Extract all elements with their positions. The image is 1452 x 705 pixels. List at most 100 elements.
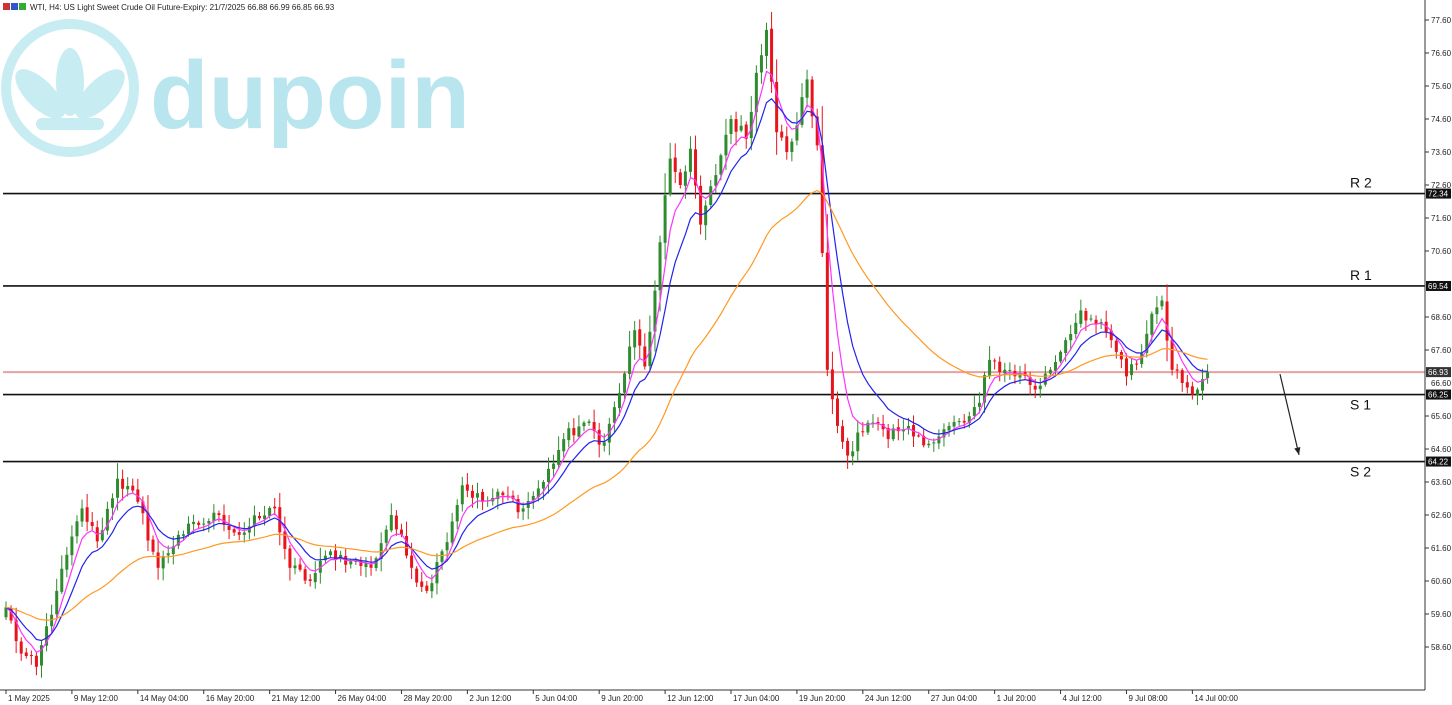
price-tick-label: 58.60 xyxy=(1431,643,1452,652)
candle-body xyxy=(1160,300,1164,307)
candle xyxy=(699,175,703,235)
level-label-r2: R 2 xyxy=(1350,175,1372,191)
symbol-icon xyxy=(3,3,10,10)
candle xyxy=(587,419,591,426)
candle-body xyxy=(770,28,774,82)
candle-body xyxy=(460,485,464,505)
current-price-tag: 66.93 xyxy=(1428,368,1449,377)
price-tick-label: 61.60 xyxy=(1431,544,1452,553)
candle xyxy=(592,409,596,439)
candle-body xyxy=(977,402,981,407)
candle xyxy=(643,333,647,370)
candle-body xyxy=(886,428,890,440)
candle-body xyxy=(50,614,54,627)
candle xyxy=(323,550,327,565)
candle-body xyxy=(1175,369,1179,371)
candle xyxy=(1059,350,1063,364)
candle-body xyxy=(1109,330,1113,341)
candle-body xyxy=(481,491,485,502)
candle-body xyxy=(1008,369,1012,371)
price-tick-label: 65.60 xyxy=(1431,412,1452,421)
candle xyxy=(704,200,708,241)
candle-body xyxy=(851,451,855,457)
candle xyxy=(34,651,38,676)
candle xyxy=(952,415,956,435)
candle-body xyxy=(197,522,201,525)
candle xyxy=(1069,324,1073,351)
candle-body xyxy=(394,515,398,530)
price-tick-label: 59.60 xyxy=(1431,610,1452,619)
candle-body xyxy=(268,507,272,516)
candle xyxy=(1079,299,1083,328)
candle-body xyxy=(232,529,236,533)
candle-body xyxy=(39,645,43,666)
moving-average-line-1 xyxy=(5,70,1208,654)
candle-body xyxy=(628,346,632,374)
candle-body xyxy=(714,175,718,186)
candle-body xyxy=(825,252,829,370)
candle-body xyxy=(922,435,926,446)
candle xyxy=(780,124,784,141)
candle xyxy=(633,320,637,360)
current-price-tag-bg xyxy=(1426,367,1451,378)
candle-body xyxy=(313,573,317,583)
moving-averages xyxy=(5,70,1208,654)
candle xyxy=(810,76,814,129)
candle-body xyxy=(263,515,267,520)
candle-body xyxy=(298,564,302,570)
candle xyxy=(536,480,540,502)
candle-body xyxy=(1195,389,1199,396)
candle xyxy=(841,419,845,449)
candle-body xyxy=(988,359,992,377)
candle-body xyxy=(846,440,850,456)
candle xyxy=(1109,324,1113,348)
candle xyxy=(70,525,74,566)
candle-body xyxy=(176,534,180,546)
level-price-tag-r2-bg xyxy=(1426,188,1451,199)
candle xyxy=(460,476,464,512)
price-axis[interactable]: 77.60 76.60 75.60 74.60 73.60 72.60 71.60 70.60… xyxy=(1425,16,1452,652)
candle xyxy=(1038,377,1042,398)
candle-body xyxy=(800,97,804,125)
candle-body xyxy=(105,508,109,531)
candle-body xyxy=(430,583,434,592)
candle xyxy=(917,433,921,438)
candle-body xyxy=(318,561,322,573)
candle xyxy=(237,522,241,541)
price-tick-label: 68.60 xyxy=(1431,313,1452,322)
candle xyxy=(785,126,789,160)
candle-body xyxy=(496,491,500,500)
candle-body xyxy=(34,655,38,667)
time-axis[interactable]: 1 May 2025 9 May 12:00 14 May 04:00 16 May … xyxy=(5,690,1239,703)
lotus-logo-icon xyxy=(1,19,139,157)
candle-body xyxy=(1145,333,1149,353)
price-tags: 72.34 69.54 66.25 64.22 66.93 66.60 xyxy=(1426,188,1452,467)
candle-body xyxy=(724,134,728,156)
candle xyxy=(552,454,556,477)
candle xyxy=(151,535,155,555)
candle xyxy=(678,168,682,189)
candle xyxy=(476,482,480,509)
candle xyxy=(80,499,84,527)
level-price-tag-s2-bg xyxy=(1426,456,1451,467)
time-tick-label: 1 May 2025 xyxy=(8,694,50,703)
candle-body xyxy=(60,568,64,592)
candle xyxy=(983,371,987,413)
candle-body xyxy=(1155,307,1159,315)
price-tick-label: 60.60 xyxy=(1431,577,1452,586)
candle xyxy=(334,544,338,571)
candle xyxy=(258,511,261,521)
candle-body xyxy=(161,556,165,569)
symbol-info: WTI, H4: US Light Sweet Crude Oil Future… xyxy=(30,3,335,12)
candle xyxy=(972,395,976,420)
forecast-arrow-shaft xyxy=(1279,373,1300,456)
candle-body xyxy=(805,79,809,98)
candle xyxy=(668,142,672,197)
candle xyxy=(501,490,505,504)
candle-body xyxy=(202,523,206,525)
time-tick-label: 2 Jun 12:00 xyxy=(469,694,511,703)
candle-body xyxy=(288,548,292,568)
candle-body xyxy=(242,532,246,535)
